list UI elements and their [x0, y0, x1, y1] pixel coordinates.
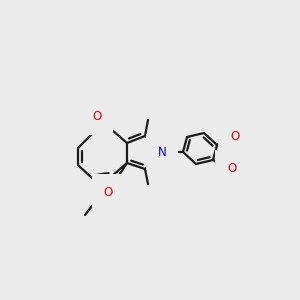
Text: O: O — [227, 161, 236, 175]
Text: N: N — [158, 146, 166, 158]
Text: O: O — [230, 130, 239, 143]
Text: O: O — [92, 110, 102, 124]
Text: O: O — [103, 185, 112, 199]
